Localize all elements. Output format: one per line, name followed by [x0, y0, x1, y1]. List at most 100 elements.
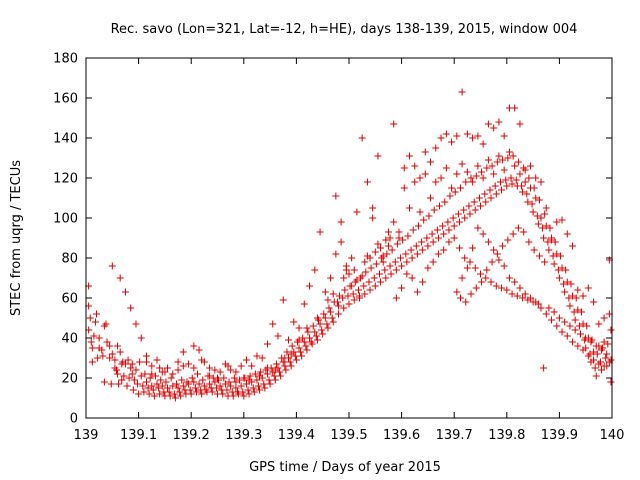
data-point — [123, 382, 131, 390]
data-point — [434, 250, 442, 258]
data-point — [528, 200, 536, 208]
data-point — [502, 176, 510, 184]
data-point — [290, 318, 298, 326]
data-point — [260, 380, 268, 388]
data-point — [90, 332, 98, 340]
data-point — [153, 380, 161, 388]
data-point — [361, 258, 369, 266]
data-point — [145, 390, 153, 398]
data-point — [384, 242, 392, 250]
data-point — [400, 164, 408, 172]
data-point — [344, 292, 352, 300]
data-point — [441, 198, 449, 206]
data-point — [458, 160, 466, 168]
data-point — [449, 214, 457, 222]
data-point — [216, 382, 224, 390]
data-point — [188, 374, 196, 382]
data-point — [281, 354, 289, 362]
data-point — [157, 376, 165, 384]
data-point — [121, 288, 129, 296]
data-point — [448, 184, 456, 192]
y-tick-label: 180 — [53, 52, 78, 67]
data-point — [498, 186, 506, 194]
data-point — [106, 354, 114, 362]
data-point — [484, 238, 492, 246]
data-point — [404, 232, 412, 240]
data-markers — [85, 88, 615, 402]
data-point — [179, 382, 187, 390]
data-point — [424, 264, 432, 272]
data-point — [91, 318, 99, 326]
data-point — [253, 376, 261, 384]
data-point — [551, 238, 559, 246]
data-point — [519, 188, 527, 196]
data-point — [584, 284, 592, 292]
data-point — [428, 230, 436, 238]
data-point — [432, 144, 440, 152]
data-point — [282, 366, 290, 374]
data-point — [132, 320, 140, 328]
data-point — [379, 252, 387, 260]
data-point — [474, 224, 482, 232]
data-point — [595, 360, 603, 368]
data-point — [475, 194, 483, 202]
data-point — [560, 280, 568, 288]
data-point — [454, 210, 462, 218]
data-point — [521, 290, 529, 298]
data-point — [421, 170, 429, 178]
data-point — [349, 290, 357, 298]
data-point — [463, 130, 471, 138]
data-point — [158, 382, 166, 390]
data-point — [270, 372, 278, 380]
data-point — [292, 356, 300, 364]
data-point — [450, 234, 458, 242]
data-point — [137, 372, 145, 380]
y-tick-label: 100 — [53, 212, 78, 227]
data-point — [185, 360, 193, 368]
data-point — [444, 218, 452, 226]
data-point — [562, 266, 570, 274]
data-point — [374, 152, 382, 160]
data-point — [602, 354, 610, 362]
data-point — [198, 390, 206, 398]
data-point — [550, 260, 558, 268]
data-point — [460, 206, 468, 214]
data-point — [136, 358, 144, 366]
data-point — [337, 238, 345, 246]
data-point — [382, 274, 390, 282]
data-point — [591, 364, 599, 372]
data-point — [232, 368, 240, 376]
data-point — [377, 244, 385, 252]
data-point — [492, 282, 500, 290]
data-point — [511, 162, 519, 170]
data-point — [483, 266, 491, 274]
x-tick-label: 139.2 — [173, 428, 210, 443]
data-point — [102, 320, 110, 328]
data-point — [516, 284, 524, 292]
data-point — [483, 164, 491, 172]
data-point — [135, 390, 143, 398]
data-point — [532, 174, 540, 182]
data-point — [393, 240, 401, 248]
data-point — [597, 346, 605, 354]
data-point — [348, 282, 356, 290]
data-point — [570, 308, 578, 316]
data-point — [544, 238, 552, 246]
data-point — [481, 190, 489, 198]
data-point — [398, 284, 406, 292]
data-point — [425, 212, 433, 220]
data-point — [546, 224, 554, 232]
data-point — [141, 370, 149, 378]
data-point — [411, 162, 419, 170]
data-point — [563, 332, 571, 340]
data-point — [550, 308, 558, 316]
data-point — [287, 350, 295, 358]
data-point — [465, 202, 473, 210]
data-point — [445, 238, 453, 246]
data-point — [472, 284, 480, 292]
x-axis-label: GPS time / Days of year 2015 — [249, 460, 441, 475]
data-point — [571, 326, 579, 334]
data-point — [466, 210, 474, 218]
data-point — [484, 156, 492, 164]
data-point — [511, 278, 519, 286]
